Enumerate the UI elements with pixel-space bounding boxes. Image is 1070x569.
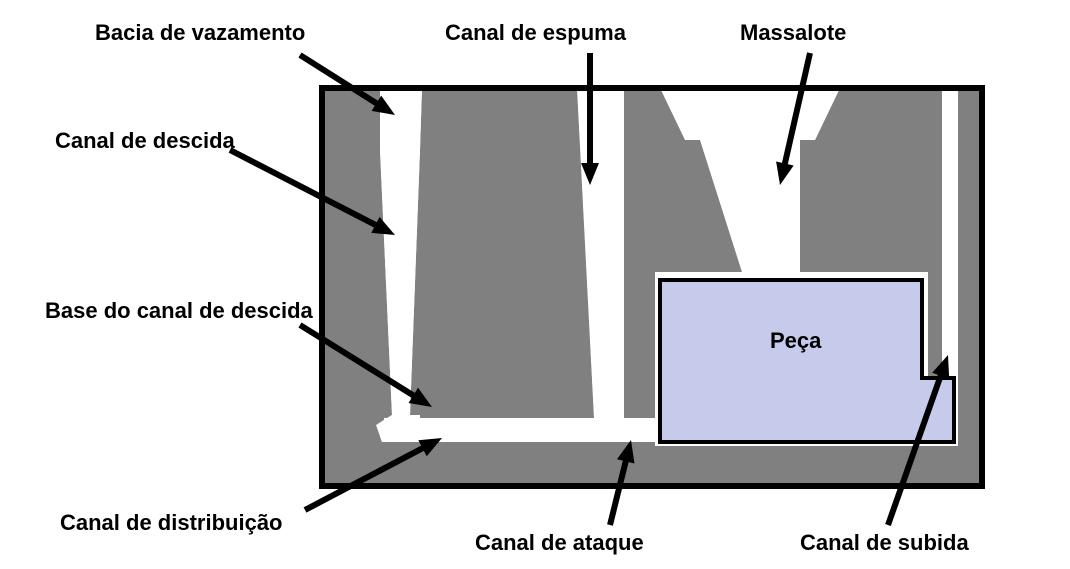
distrib-label: Canal de distribuição xyxy=(60,510,283,535)
grey-right-wall xyxy=(958,88,982,486)
subida-label: Canal de subida xyxy=(800,530,969,555)
grey-left-wall xyxy=(322,88,380,486)
ataque-label: Canal de ataque xyxy=(475,530,644,555)
descida-label: Canal de descida xyxy=(55,128,236,153)
espuma-label: Canal de espuma xyxy=(445,20,627,45)
base-label: Base do canal de descida xyxy=(45,298,314,323)
massalote-label: Massalote xyxy=(740,20,846,45)
piece xyxy=(660,280,954,442)
peca-label: Peça xyxy=(770,328,822,353)
bacia-label: Bacia de vazamento xyxy=(95,20,305,45)
foam-runner-join xyxy=(555,418,594,426)
